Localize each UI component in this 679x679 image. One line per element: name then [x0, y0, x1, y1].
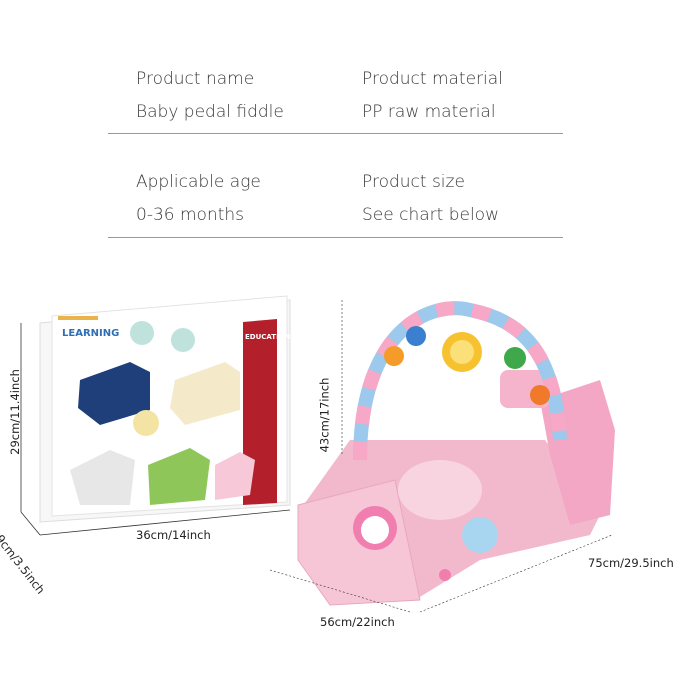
mat-length-label: 75cm/29.5inch — [588, 556, 674, 570]
spec-value-product-size: See chart below — [362, 205, 499, 225]
divider — [108, 133, 563, 134]
product-box-image: LEARNING EDUCATION — [20, 295, 291, 536]
spec-label-applicable-age: Applicable age — [136, 172, 261, 192]
spec-value-product-material: PP raw material — [362, 102, 496, 122]
box-logo: LEARNING — [62, 328, 119, 339]
pedal-piano-mat-image — [269, 300, 615, 613]
spec-value-applicable-age: 0-36 months — [136, 205, 245, 225]
spec-label-product-name: Product name — [136, 69, 255, 89]
spec-value-product-name: Baby pedal fiddle — [136, 102, 284, 122]
mat-width-label: 56cm/22inch — [320, 615, 395, 629]
box-badge: EDUCATION — [245, 333, 291, 341]
spec-label-product-material: Product material — [362, 69, 503, 89]
box-width-label: 36cm/14inch — [136, 528, 211, 542]
spec-label-product-size: Product size — [362, 172, 465, 192]
mat-height-label: 43cm/17inch — [317, 377, 332, 453]
box-height-label: 29cm/11.4inch — [7, 369, 22, 455]
divider — [108, 237, 563, 238]
